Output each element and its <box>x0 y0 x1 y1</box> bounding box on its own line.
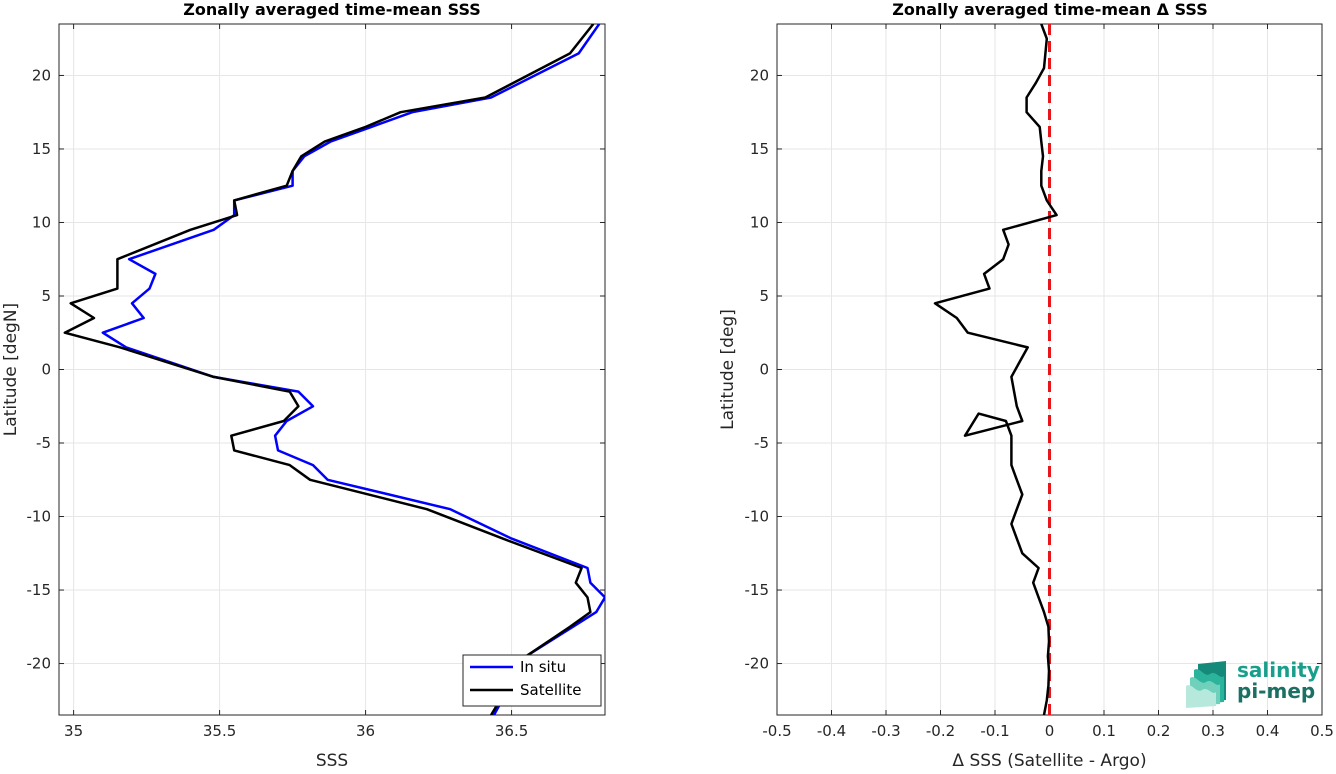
legend-label-0: In situ <box>520 658 566 676</box>
sss-chart-title: Zonally averaged time-mean SSS <box>183 0 481 19</box>
sss-xtick-label-1: 35.5 <box>203 722 236 740</box>
logo-text-salinity: salinity <box>1237 658 1320 682</box>
legend: In situ Satellite <box>462 654 602 707</box>
sss-xtick-label-3: 36.5 <box>495 722 528 740</box>
sss-line-in-situ <box>101 24 605 715</box>
sss-ytick-label-2: -10 <box>27 508 52 526</box>
sss-x-axis-label: SSS <box>316 751 348 770</box>
delta-ytick-label-8: 20 <box>750 66 769 84</box>
sss-xtick-label-2: 36 <box>356 722 375 740</box>
sss-ytick-label-1: -15 <box>27 581 52 599</box>
delta-xtick-label-5: 0 <box>1045 722 1055 740</box>
delta-line-series <box>933 24 1058 715</box>
delta-xtick-label-3: -0.2 <box>926 722 955 740</box>
delta-ytick-label-4: 0 <box>759 361 769 379</box>
delta-ytick-label-3: -5 <box>754 434 769 452</box>
sss-chart: 35 35.5 36 36.5 -20 -15 -10 -5 0 5 10 15 20 Zonally a… <box>1 0 606 771</box>
delta-xtick-label-0: -0.5 <box>762 722 791 740</box>
sss-ytick-label-3: -5 <box>36 434 51 452</box>
legend-box <box>462 654 602 707</box>
sss-ytick-label-4: 0 <box>41 361 51 379</box>
sss-ytick-label-7: 15 <box>32 140 51 158</box>
sss-ytick-label-5: 5 <box>41 287 51 305</box>
delta-xtick-label-2: -0.3 <box>871 722 900 740</box>
sss-y-axis-label: Latitude [degN] <box>1 303 21 436</box>
delta-x-axis-label: Δ SSS (Satellite - Argo) <box>952 751 1146 770</box>
delta-ytick-label-6: 10 <box>750 213 769 231</box>
delta-xtick-label-7: 0.2 <box>1147 722 1171 740</box>
delta-xtick-label-8: 0.3 <box>1201 722 1225 740</box>
legend-label-1: Satellite <box>520 681 581 699</box>
delta-xtick-label-1: -0.4 <box>817 722 846 740</box>
wave-stack-icon <box>1186 661 1226 708</box>
sss-xtick-label-0: 35 <box>64 722 83 740</box>
delta-xtick-label-9: 0.4 <box>1256 722 1280 740</box>
delta-xtick-label-10: 0.5 <box>1310 722 1334 740</box>
delta-ytick-label-7: 15 <box>750 140 769 158</box>
sss-ytick-label-8: 20 <box>32 66 51 84</box>
delta-ytick-label-0: -20 <box>745 655 770 673</box>
delta-chart: -0.5 -0.4 -0.3 -0.2 -0.1 0 0.1 0.2 0.3 0.4 0.5 -20 -… <box>718 0 1334 771</box>
delta-ytick-label-1: -15 <box>745 581 770 599</box>
sss-line-satellite <box>63 24 595 715</box>
delta-xtick-label-6: 0.1 <box>1092 722 1116 740</box>
delta-xtick-label-4: -0.1 <box>980 722 1009 740</box>
sss-ytick-label-0: -20 <box>27 655 52 673</box>
delta-chart-title: Zonally averaged time-mean Δ SSS <box>892 0 1208 19</box>
delta-y-axis-label: Latitude [deg] <box>718 309 738 430</box>
sss-ytick-label-6: 10 <box>32 213 51 231</box>
logo-text-pi-mep: pi-mep <box>1237 679 1316 703</box>
salinity-pi-mep-logo: salinity pi-mep <box>1186 656 1320 708</box>
delta-ytick-label-2: -10 <box>745 508 770 526</box>
delta-ytick-label-5: 5 <box>759 287 769 305</box>
